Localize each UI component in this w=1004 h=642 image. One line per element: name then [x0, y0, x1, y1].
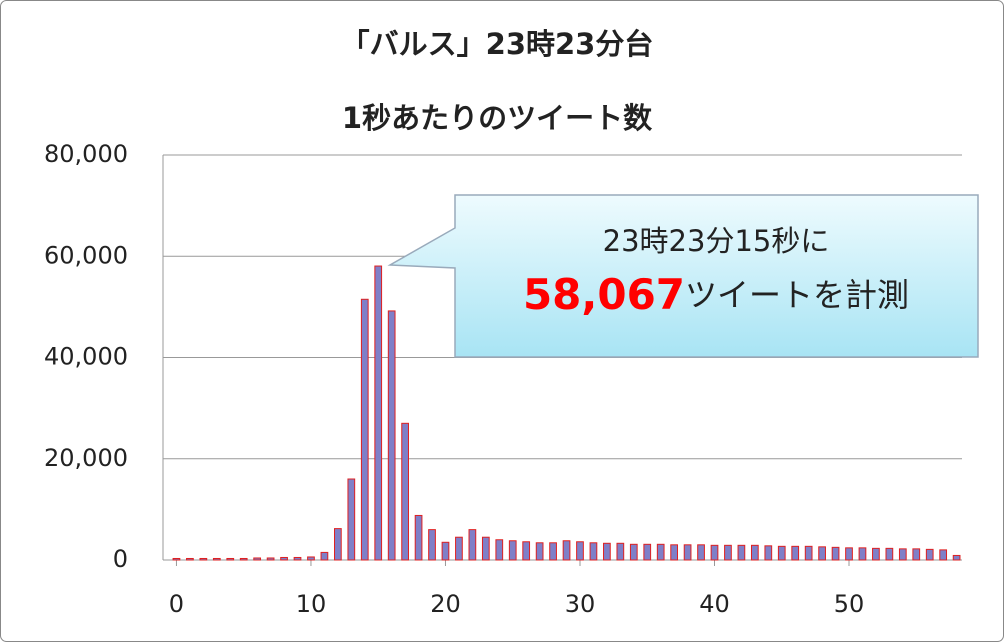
bar [186, 557, 194, 561]
bar [253, 557, 262, 561]
bar [199, 557, 208, 561]
bar [266, 557, 275, 561]
y-tick-label: 40,000 [44, 343, 128, 371]
bar [697, 544, 705, 561]
bar [777, 545, 786, 561]
bar [858, 547, 867, 561]
bar [750, 544, 759, 561]
bar [522, 541, 531, 561]
x-tick-label: 30 [565, 590, 596, 618]
bar [320, 551, 329, 561]
bar [804, 545, 813, 561]
x-tick-label: 0 [169, 590, 184, 618]
bar [387, 310, 396, 561]
bar [280, 556, 288, 561]
annotation: ツイートを計測 [685, 276, 909, 314]
x-tick-label: 20 [430, 590, 461, 618]
y-tick-label: 0 [113, 545, 128, 573]
bar [683, 544, 692, 561]
bar [656, 543, 665, 561]
bar [562, 540, 571, 561]
bar [845, 547, 853, 561]
bar [414, 514, 423, 561]
bar [710, 544, 719, 561]
bar [212, 557, 221, 561]
bar [347, 478, 356, 561]
bar [549, 542, 557, 561]
annotation-value: 58,067 [523, 270, 685, 319]
bar [239, 557, 248, 561]
y-tick-label: 20,000 [44, 444, 128, 472]
annotation: 58,067ツイートを計測 [523, 270, 909, 319]
bar [481, 536, 490, 561]
bar [629, 543, 638, 561]
bar [791, 545, 800, 561]
bar [737, 544, 746, 561]
bar [495, 539, 504, 561]
bar [293, 556, 302, 561]
x-tick-label: 50 [834, 590, 865, 618]
bar [925, 548, 934, 561]
bar [643, 543, 652, 561]
x-tick-label: 40 [699, 590, 730, 618]
bar [535, 542, 544, 561]
bar [226, 557, 235, 561]
bar [576, 541, 584, 561]
bar [307, 556, 315, 561]
chart-title: 「バルス」23時23分台 [341, 27, 654, 61]
y-tick-label: 60,000 [44, 241, 128, 269]
bar [898, 548, 907, 561]
bar [912, 548, 921, 561]
bar [952, 554, 961, 561]
bar [401, 422, 409, 561]
y-tick-label: 80,000 [44, 140, 128, 168]
bar [670, 544, 679, 561]
bar [603, 542, 611, 561]
bar [939, 549, 948, 561]
bar [468, 529, 477, 561]
bar [172, 557, 181, 561]
bar [360, 298, 369, 561]
annotation: 23時23分15秒に [603, 224, 830, 258]
bar [724, 544, 732, 561]
bar [455, 536, 463, 561]
bar [872, 547, 880, 561]
bar [831, 546, 840, 561]
callout [387, 194, 979, 358]
bar [616, 542, 625, 561]
bar [441, 541, 450, 561]
bar [374, 265, 383, 561]
chart-subtitle: 1秒あたりのツイート数 [342, 101, 653, 135]
bar [334, 528, 342, 561]
bar [428, 529, 436, 561]
bar [508, 540, 517, 561]
bar [818, 546, 826, 561]
bar [589, 542, 598, 561]
bar [764, 545, 773, 561]
bar [885, 547, 894, 561]
x-tick-label: 10 [296, 590, 327, 618]
